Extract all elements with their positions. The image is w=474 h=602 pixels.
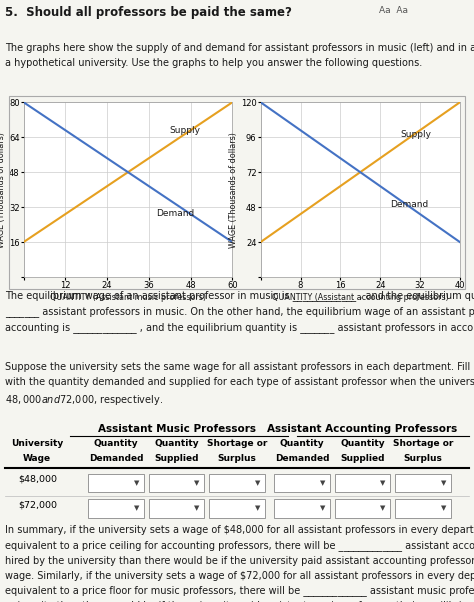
X-axis label: QUANTITY (Assistant accounting professors): QUANTITY (Assistant accounting professor… <box>272 293 448 302</box>
FancyBboxPatch shape <box>274 499 330 518</box>
Text: $48,000: $48,000 <box>18 474 57 483</box>
Text: Supplied: Supplied <box>340 454 385 463</box>
Text: Quantity: Quantity <box>155 439 199 448</box>
FancyBboxPatch shape <box>209 499 265 518</box>
Text: Quantity: Quantity <box>340 439 385 448</box>
Text: ▼: ▼ <box>441 506 446 511</box>
FancyBboxPatch shape <box>335 499 390 518</box>
Text: ▼: ▼ <box>194 480 200 486</box>
Text: Demand: Demand <box>390 200 428 209</box>
Text: ▼: ▼ <box>320 506 325 511</box>
Text: Supplied: Supplied <box>155 454 199 463</box>
FancyBboxPatch shape <box>395 474 451 492</box>
Y-axis label: WAGE (Thousands of dollars): WAGE (Thousands of dollars) <box>229 132 238 247</box>
Text: ▼: ▼ <box>194 506 200 511</box>
Text: Suppose the university sets the same wage for all assistant professors in each d: Suppose the university sets the same wag… <box>5 362 474 407</box>
Text: Assistant Music Professors: Assistant Music Professors <box>98 424 255 435</box>
Y-axis label: WAGE (Thousands of dollars): WAGE (Thousands of dollars) <box>0 132 6 247</box>
FancyBboxPatch shape <box>149 499 204 518</box>
Text: The equilibrium wage of an assistant professor in music is _____________ , and t: The equilibrium wage of an assistant pro… <box>5 290 474 332</box>
FancyBboxPatch shape <box>88 474 144 492</box>
Text: ▼: ▼ <box>134 480 139 486</box>
Text: Quantity: Quantity <box>94 439 138 448</box>
Text: Wage: Wage <box>23 454 51 463</box>
Text: Surplus: Surplus <box>218 454 256 463</box>
Text: In summary, if the university sets a wage of $48,000 for all assistant professor: In summary, if the university sets a wag… <box>5 526 474 602</box>
Text: Quantity: Quantity <box>280 439 324 448</box>
Text: ▼: ▼ <box>380 480 386 486</box>
Text: 5.  Should all professors be paid the same?: 5. Should all professors be paid the sam… <box>5 7 292 19</box>
Text: Surplus: Surplus <box>403 454 442 463</box>
Text: Demand: Demand <box>156 209 194 218</box>
FancyBboxPatch shape <box>149 474 204 492</box>
FancyBboxPatch shape <box>88 499 144 518</box>
Text: University: University <box>11 439 64 448</box>
X-axis label: QUANTITY (Assistant music professors): QUANTITY (Assistant music professors) <box>50 293 206 302</box>
Text: Supply: Supply <box>400 130 431 139</box>
Text: Aa  Aa: Aa Aa <box>379 7 408 15</box>
Text: Assistant Accounting Professors: Assistant Accounting Professors <box>267 424 457 435</box>
Text: The graphs here show the supply of and demand for assistant professors in music : The graphs here show the supply of and d… <box>5 43 474 68</box>
FancyBboxPatch shape <box>395 499 451 518</box>
Text: ▼: ▼ <box>134 506 139 511</box>
Text: ▼: ▼ <box>255 480 260 486</box>
Text: $72,000: $72,000 <box>18 500 57 509</box>
FancyBboxPatch shape <box>274 474 330 492</box>
FancyBboxPatch shape <box>209 474 265 492</box>
Text: Supply: Supply <box>170 126 201 135</box>
Text: Demanded: Demanded <box>275 454 329 463</box>
Text: ▼: ▼ <box>441 480 446 486</box>
FancyBboxPatch shape <box>335 474 390 492</box>
Text: ▼: ▼ <box>320 480 325 486</box>
Text: ▼: ▼ <box>255 506 260 511</box>
Text: Demanded: Demanded <box>89 454 144 463</box>
Text: Shortage or: Shortage or <box>392 439 453 448</box>
Text: ▼: ▼ <box>380 506 386 511</box>
Text: Shortage or: Shortage or <box>207 439 267 448</box>
